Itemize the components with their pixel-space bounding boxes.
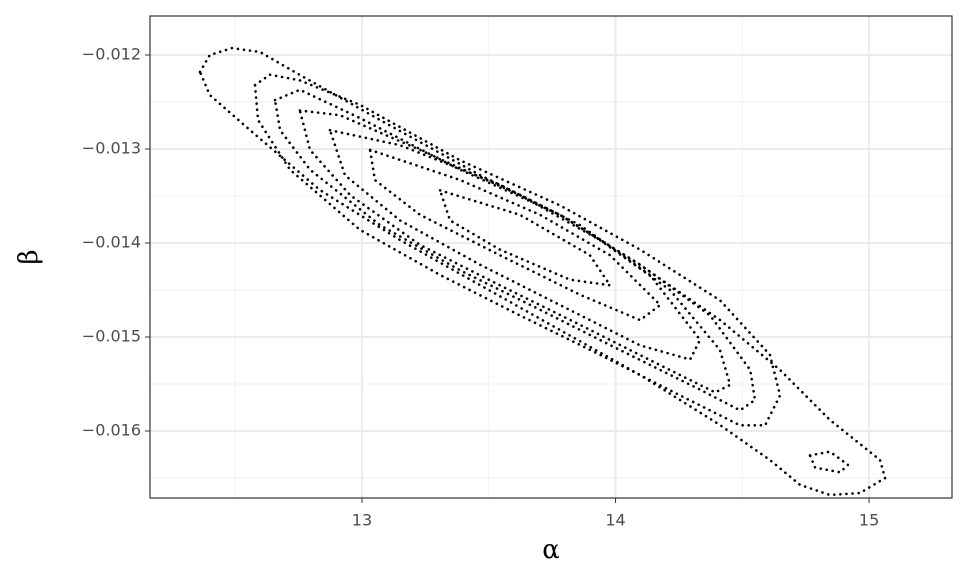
y-axis-title: β	[14, 249, 44, 264]
y-tick-label: −0.015	[82, 326, 141, 345]
x-tick-label: 13	[352, 511, 372, 530]
contour-line	[198, 46, 887, 497]
y-tick-label: −0.016	[82, 420, 141, 439]
contour-line	[808, 450, 850, 474]
x-tick-label: 14	[605, 511, 625, 530]
contour-line	[273, 88, 757, 412]
y-tick-label: −0.013	[82, 139, 141, 158]
contour-line	[438, 189, 612, 287]
plot-border	[149, 15, 953, 499]
x-axis-title: α	[542, 535, 560, 565]
y-tick-label: −0.012	[82, 45, 141, 64]
contour-line	[328, 128, 702, 361]
contour-line	[253, 73, 782, 427]
x-tick-label: 15	[859, 511, 879, 530]
contour-line	[368, 148, 662, 322]
y-tick-label: −0.014	[82, 232, 141, 251]
